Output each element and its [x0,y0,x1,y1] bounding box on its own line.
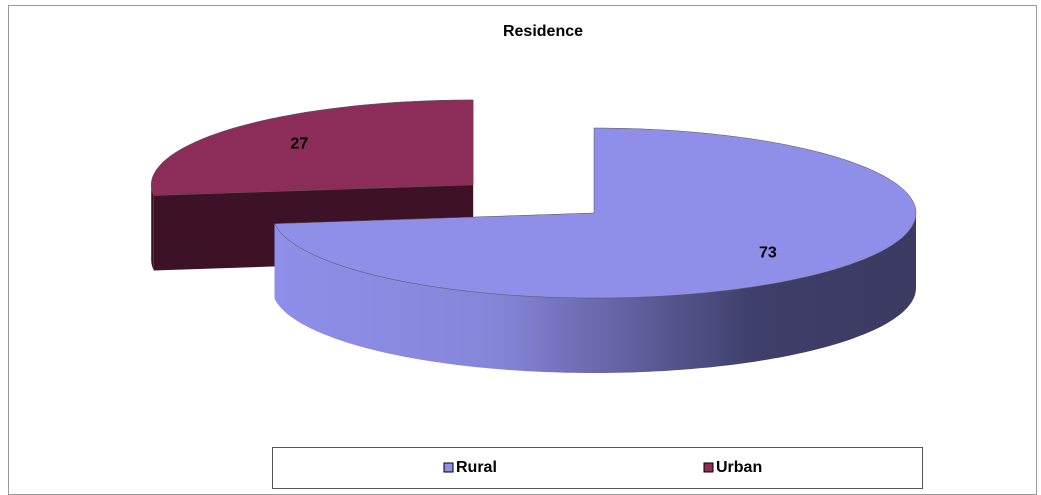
slice-wall [151,184,154,271]
legend-label: Rural [456,459,497,476]
legend-swatch [443,462,454,473]
legend-label: Urban [716,459,762,476]
slice-top [274,127,917,299]
data-label: 73 [759,245,777,262]
pie: 27 73 [150,99,917,373]
slice-wall [274,213,916,373]
legend-swatch [703,462,714,473]
slice-top [150,99,474,196]
chart-title: Residence [503,23,583,40]
slice: 73 [274,127,917,373]
legend-box [272,447,923,489]
data-label: 27 [290,136,308,153]
